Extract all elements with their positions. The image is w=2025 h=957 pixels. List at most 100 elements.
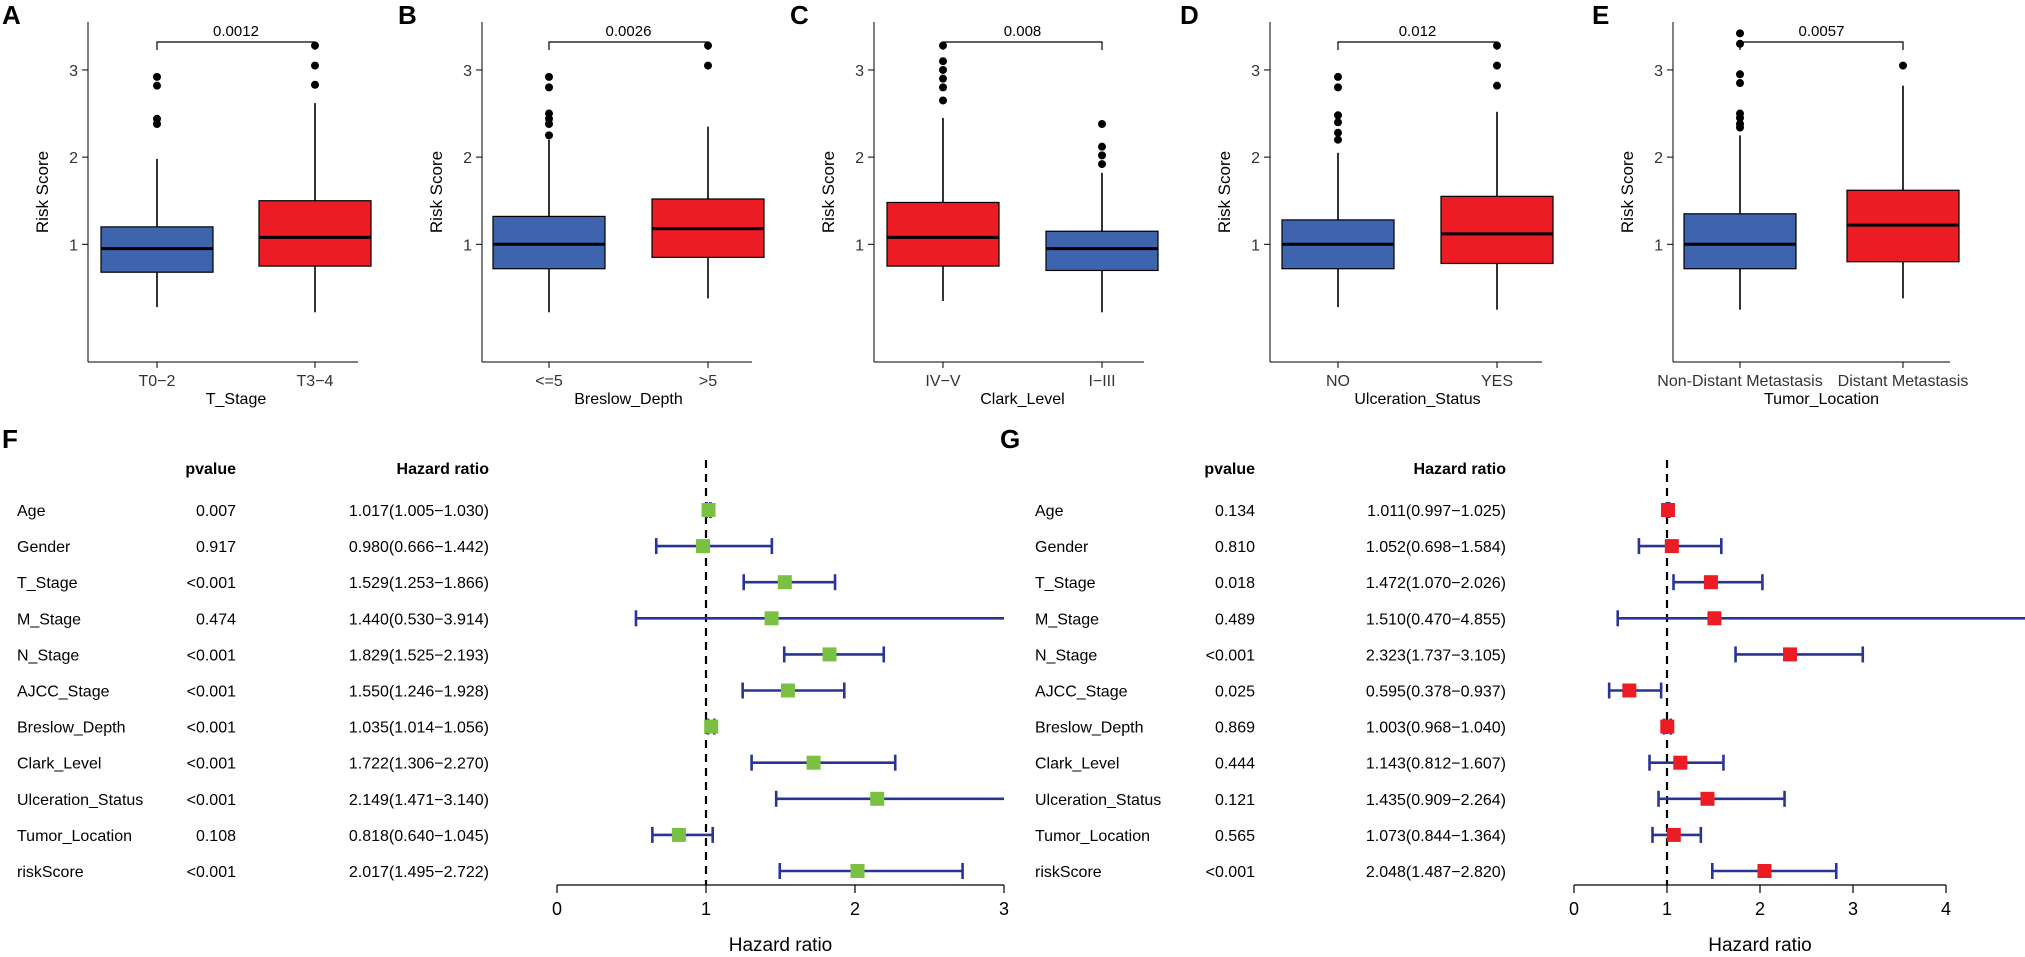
hazard-ratio-column-header: Hazard ratio	[397, 461, 490, 478]
outlier-point	[704, 61, 712, 70]
outlier-point	[939, 65, 947, 74]
pvalue-cell: <0.001	[187, 720, 236, 737]
pvalue-cell: 0.025	[1215, 684, 1255, 701]
y-tick-label: 3	[1654, 63, 1663, 80]
y-tick-label: 3	[463, 63, 472, 80]
outlier-point	[1899, 61, 1907, 70]
box-1	[886, 201, 1000, 267]
x-tick-label: YES	[1481, 373, 1513, 390]
p-value-label: 0.008	[1004, 23, 1042, 40]
hazard-ratio-cell: 1.035(1.014−1.056)	[349, 720, 489, 737]
hazard-ratio-cell: 1.529(1.253−1.866)	[349, 575, 489, 592]
x-tick-label: >5	[699, 373, 717, 390]
y-axis-label: Risk Score	[33, 151, 52, 233]
x-tick-label: I−III	[1088, 373, 1115, 390]
box-2	[258, 200, 372, 267]
panel-label-e: E	[1592, 0, 1609, 30]
variable-label: Breslow_Depth	[17, 720, 126, 737]
variable-label: Clark_Level	[17, 756, 101, 773]
y-tick-label: 1	[1654, 237, 1663, 254]
y-tick-label: 1	[463, 237, 472, 254]
pvalue-cell: <0.001	[187, 756, 236, 773]
variable-label: Tumor_Location	[17, 828, 132, 845]
box-1	[492, 215, 606, 270]
hr-marker	[780, 683, 795, 698]
pvalue-cell: 0.474	[196, 611, 236, 628]
y-tick-label: 3	[1251, 63, 1260, 80]
hr-marker	[870, 791, 885, 806]
panel-label-a: A	[2, 0, 21, 30]
variable-label: Ulceration_Status	[17, 792, 143, 809]
variable-label: M_Stage	[17, 611, 81, 628]
outlier-point	[1098, 160, 1106, 169]
y-tick-label: 2	[69, 150, 78, 167]
hazard-ratio-cell: 2.149(1.471−3.140)	[349, 792, 489, 809]
pvalue-cell: 0.444	[1215, 756, 1255, 773]
outlier-point	[1334, 111, 1342, 120]
significance-bracket	[156, 41, 316, 50]
x-tick-label: Non-Distant Metastasis	[1657, 373, 1822, 390]
x-tick-label: 2	[1755, 899, 1765, 919]
hazard-ratio-cell: 1.722(1.306−2.270)	[349, 756, 489, 773]
panel-label-d: D	[1180, 0, 1199, 30]
pvalue-cell: <0.001	[187, 684, 236, 701]
outlier-point	[545, 83, 553, 92]
y-tick-label: 1	[855, 237, 864, 254]
variable-label: T_Stage	[1035, 575, 1096, 592]
hr-marker	[704, 719, 719, 734]
significance-bracket	[548, 41, 709, 50]
x-axis-label: T_Stage	[206, 391, 267, 408]
pvalue-cell: 0.018	[1215, 575, 1255, 592]
pvalue-cell: 0.108	[196, 828, 236, 845]
variable-label: N_Stage	[17, 647, 79, 664]
variable-label: Gender	[17, 539, 71, 556]
hazard-ratio-cell: 1.003(0.968−1.040)	[1366, 720, 1506, 737]
y-axis-label: Risk Score	[1618, 151, 1637, 233]
pvalue-cell: <0.001	[187, 647, 236, 664]
hazard-ratio-cell: 0.595(0.378−0.937)	[1366, 684, 1506, 701]
hr-marker	[696, 539, 711, 554]
variable-label: Age	[17, 503, 46, 520]
variable-label: Gender	[1035, 539, 1089, 556]
y-axis-label: Risk Score	[427, 151, 446, 233]
x-tick-label: 0	[1569, 899, 1579, 919]
outlier-point	[939, 57, 947, 66]
variable-label: N_Stage	[1035, 647, 1097, 664]
x-tick-label: NO	[1326, 373, 1350, 390]
x-axis-label: Hazard ratio	[729, 935, 833, 956]
outlier-point	[1736, 79, 1744, 88]
hazard-ratio-cell: 1.073(0.844−1.364)	[1366, 828, 1506, 845]
panel-label-f: F	[2, 424, 18, 454]
outlier-point	[1334, 118, 1342, 127]
p-value-label: 0.012	[1399, 23, 1437, 40]
hr-marker	[1666, 827, 1681, 842]
x-axis-label: Clark_Level	[980, 391, 1064, 408]
outlier-point	[1098, 142, 1106, 151]
pvalue-cell: <0.001	[1206, 864, 1255, 881]
outlier-point	[1334, 72, 1342, 81]
pvalue-cell: <0.001	[187, 792, 236, 809]
x-tick-label: 1	[1662, 899, 1672, 919]
pvalue-cell: 0.121	[1215, 792, 1255, 809]
y-tick-label: 3	[69, 63, 78, 80]
p-value-label: 0.0012	[213, 23, 259, 40]
variable-label: Tumor_Location	[1035, 828, 1150, 845]
outlier-point	[545, 72, 553, 81]
variable-label: riskScore	[1035, 864, 1102, 881]
box-1	[1683, 213, 1797, 270]
pvalue-cell: 0.810	[1215, 539, 1255, 556]
hr-marker	[1707, 611, 1722, 626]
hazard-ratio-cell: 1.472(1.070−2.026)	[1366, 575, 1506, 592]
outlier-point	[545, 109, 553, 118]
panel-label-g: G	[1000, 424, 1020, 454]
y-tick-label: 1	[69, 237, 78, 254]
hr-marker	[671, 827, 686, 842]
outlier-point	[545, 131, 553, 140]
outlier-point	[1334, 135, 1342, 144]
hazard-ratio-cell: 2.048(1.487−2.820)	[1366, 864, 1506, 881]
hr-marker	[1703, 575, 1718, 590]
x-axis-label: Breslow_Depth	[574, 391, 683, 408]
outlier-point	[1334, 128, 1342, 137]
variable-label: AJCC_Stage	[17, 684, 110, 701]
